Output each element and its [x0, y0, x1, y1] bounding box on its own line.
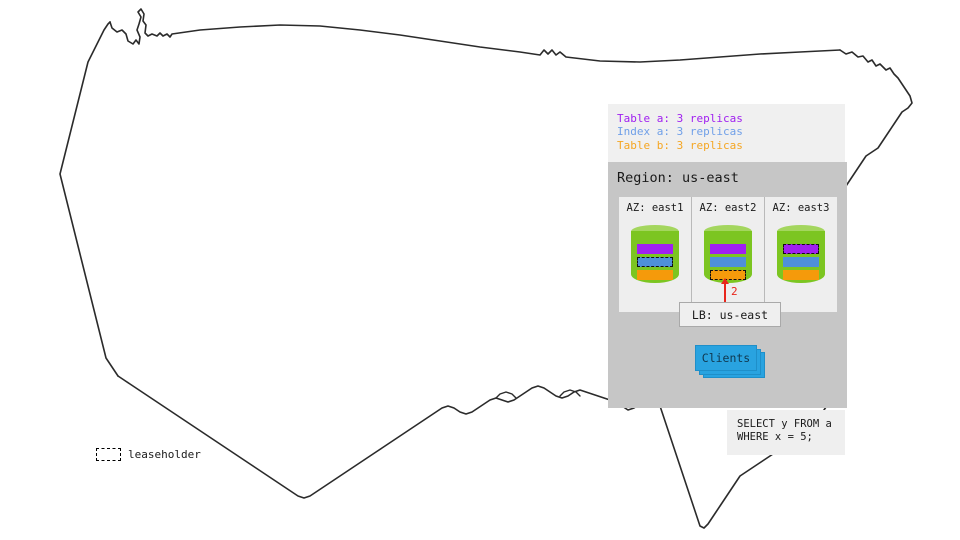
legend-row-table-b: Table b: 3 replicas [617, 138, 743, 152]
routing-arrow-icon [721, 278, 729, 302]
sql-query-box: SELECT y FROM a WHERE x = 5; [727, 410, 845, 455]
az-label-east2: AZ: east2 [699, 202, 757, 214]
region-title: Region: us-east [617, 170, 739, 186]
az-label-east3: AZ: east3 [772, 202, 830, 214]
replica-band-table-b [783, 270, 819, 280]
az-panel-east1[interactable]: AZ: east1 [619, 197, 692, 312]
routing-hop-label: 2 [731, 285, 738, 298]
replica-band-table-a-leaseholder [783, 244, 819, 254]
az-label-east1: AZ: east1 [626, 202, 684, 214]
database-cylinder-east3 [777, 225, 825, 288]
leaseholder-legend-label: leaseholder [128, 448, 201, 461]
leaseholder-legend: leaseholder [96, 448, 201, 461]
replica-band-index-a-leaseholder [637, 257, 673, 267]
replica-band-table-a [637, 244, 673, 254]
region-panel: Region: us-east AZ: east1 AZ: east2 [608, 162, 847, 408]
leaseholder-swatch-icon [96, 448, 121, 461]
replica-bands-east2 [710, 244, 746, 280]
sql-query-line-1: SELECT y FROM a [737, 418, 832, 430]
az-panel-east2[interactable]: AZ: east2 [692, 197, 765, 312]
replica-band-index-a [783, 257, 819, 267]
replica-band-table-a [710, 244, 746, 254]
replica-legend-panel: Table a: 3 replicas Index a: 3 replicas … [608, 104, 845, 162]
load-balancer-box[interactable]: LB: us-east [679, 302, 781, 327]
database-cylinder-east1 [631, 225, 679, 288]
sql-query-line-2: WHERE x = 5; [737, 431, 813, 443]
clients-stack[interactable]: Clients [695, 345, 765, 378]
legend-row-index-a: Index a: 3 replicas [617, 125, 743, 139]
replica-band-index-a [710, 257, 746, 267]
load-balancer-label: LB: us-east [691, 307, 769, 322]
replica-bands-east1 [637, 244, 673, 280]
replica-bands-east3 [783, 244, 819, 280]
database-cylinder-east2 [704, 225, 752, 288]
clients-card-front: Clients [695, 345, 757, 371]
replica-band-table-b [637, 270, 673, 280]
clients-label: Clients [701, 351, 751, 365]
availability-zone-container: AZ: east1 AZ: east2 [619, 197, 837, 312]
legend-row-table-a: Table a: 3 replicas [617, 112, 743, 125]
az-panel-east3[interactable]: AZ: east3 [765, 197, 837, 312]
